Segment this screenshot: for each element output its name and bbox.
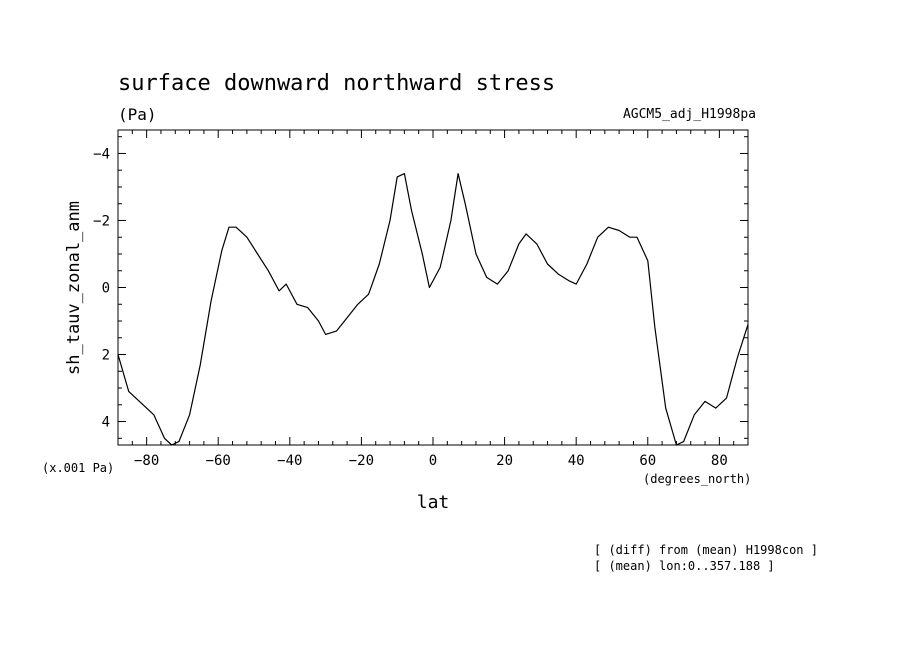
x-tick-label: 40 — [568, 453, 585, 469]
y-tick-label: 2 — [102, 348, 110, 364]
units-label: (Pa) — [118, 105, 157, 124]
x-tick-label: 60 — [639, 453, 656, 469]
x-tick-label: −20 — [349, 453, 374, 469]
x-tick-label: 0 — [429, 453, 437, 469]
y-axis-label: sh_tauv_zonal_anm — [64, 201, 84, 375]
dataset-label: AGCM5_adj_H1998pa — [623, 107, 756, 122]
x-tick-label: 80 — [711, 453, 728, 469]
x-units-label: (degrees_north) — [643, 472, 751, 486]
y-tick-label: 4 — [102, 415, 110, 431]
y-tick-label: −2 — [93, 213, 110, 229]
footer-note-2: [ (mean) lon:0..357.188 ] — [594, 559, 775, 573]
x-tick-label: −60 — [206, 453, 231, 469]
x-tick-label: −80 — [134, 453, 159, 469]
x-tick-label: −40 — [277, 453, 302, 469]
chart-title: surface downward northward stress — [118, 71, 555, 96]
y-scale-note: (x.001 Pa) — [42, 461, 114, 475]
series-line — [117, 173, 749, 446]
footer-note-1: [ (diff) from (mean) H1998con ] — [594, 543, 818, 557]
y-tick-label: 0 — [102, 281, 110, 297]
y-tick-label: −4 — [93, 146, 110, 162]
x-axis-label: lat — [417, 492, 450, 513]
x-tick-label: 20 — [496, 453, 513, 469]
